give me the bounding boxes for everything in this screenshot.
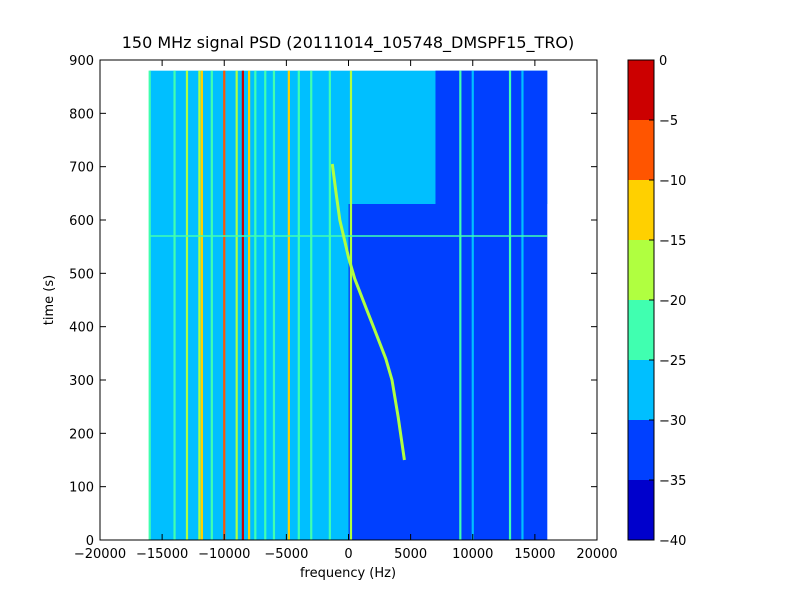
x-tick-label-1: −15000 <box>136 547 188 562</box>
x-tick-label-2: −10000 <box>198 547 250 562</box>
spectrogram-plot-area: −20000 −15000 −10000 −5000 0 5000 10000 15000 20… <box>69 54 618 562</box>
colorbar-tick-label-1: −5 <box>659 114 678 129</box>
psd-region-3 <box>435 70 548 205</box>
x-tick-label-7: 15000 <box>514 547 555 562</box>
x-tick-label-3: −5000 <box>264 547 308 562</box>
colorbar-tick-label-6: −30 <box>659 414 686 429</box>
y-tick-label-1: 100 <box>69 481 94 496</box>
y-axis-ticks: 0 100 200 300 400 500 600 700 800 900 <box>69 54 597 549</box>
colorbar-level-3 <box>628 300 654 360</box>
y-tick-label-5: 500 <box>69 267 94 282</box>
y-tick-label-2: 200 <box>69 427 94 442</box>
colorbar-tick-label-3: −15 <box>659 234 686 249</box>
y-tick-label-9: 900 <box>69 54 94 69</box>
colorbar-tick-label-8: −40 <box>659 534 686 549</box>
colorbar: 0 −5 −10 −15 −20 −25 −30 −35 −40 <box>627 54 686 549</box>
chart-title: 150 MHz signal PSD (20111014_105748_DMSP… <box>122 33 575 53</box>
y-tick-label-8: 800 <box>69 107 94 122</box>
doppler-curve <box>330 163 406 461</box>
spectrogram-heatmap <box>148 70 548 540</box>
colorbar-tick-label-4: −20 <box>659 294 686 309</box>
colorbar-tick-label-2: −10 <box>659 174 686 189</box>
colorbar-level-5 <box>628 180 654 240</box>
x-axis-ticks: −20000 −15000 −10000 −5000 0 5000 10000 15000 20… <box>74 60 618 562</box>
psd-region-2 <box>348 204 548 540</box>
colorbar-tick-label-5: −25 <box>659 354 686 369</box>
x-tick-label-6: 10000 <box>452 547 493 562</box>
y-tick-label-4: 400 <box>69 321 94 336</box>
y-tick-label-6: 600 <box>69 214 94 229</box>
colorbar-level-2 <box>628 360 654 420</box>
colorbar-tick-label-7: −35 <box>659 474 686 489</box>
colorbar-level-0 <box>628 480 654 540</box>
y-axis-label: time (s) <box>42 275 57 325</box>
x-tick-label-8: 20000 <box>576 547 617 562</box>
colorbar-level-4 <box>628 240 654 300</box>
x-tick-label-5: 5000 <box>394 547 427 562</box>
y-tick-label-3: 300 <box>69 374 94 389</box>
colorbar-level-7 <box>628 60 654 120</box>
y-tick-label-0: 0 <box>86 534 94 549</box>
y-tick-label-7: 700 <box>69 161 94 176</box>
x-tick-label-4: 0 <box>344 547 352 562</box>
colorbar-level-1 <box>628 420 654 480</box>
x-axis-label: frequency (Hz) <box>300 566 396 581</box>
x-tick-label-0: −20000 <box>74 547 126 562</box>
colorbar-level-6 <box>628 120 654 180</box>
colorbar-tick-label-0: 0 <box>659 54 667 69</box>
